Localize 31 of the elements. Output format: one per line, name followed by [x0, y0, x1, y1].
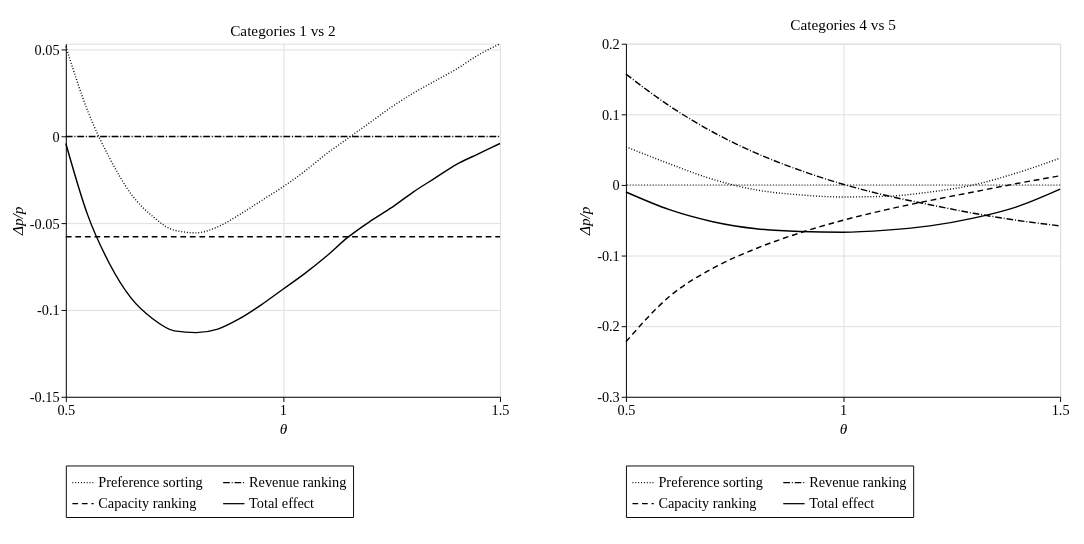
y-tick-label: -0.3 [597, 389, 620, 406]
y-tick-label: 0.1 [601, 106, 620, 123]
y-axis-title: Δp/p [9, 206, 27, 236]
x-axis-title: θ [839, 420, 848, 438]
y-tick-label: -0.15 [29, 389, 60, 406]
y-tick-label: -0.1 [37, 302, 60, 319]
x-tick-label: 1.5 [491, 402, 510, 419]
x-axis-title: θ [279, 420, 288, 438]
legend-label: Capacity ranking [98, 495, 197, 512]
chart-title: Categories 4 vs 5 [790, 16, 897, 34]
y-tick-label: -0.2 [597, 318, 620, 335]
x-tick-label: 1 [279, 402, 287, 419]
x-tick-label: 1.5 [1051, 402, 1070, 419]
legend-label: Preference sorting [658, 474, 763, 491]
y-tick-label: -0.05 [29, 215, 60, 232]
chart-title: Categories 1 vs 2 [230, 22, 336, 40]
x-tick-label: 1 [839, 402, 848, 419]
y-tick-label: 0.2 [601, 35, 620, 52]
x-tick-label: 0.5 [57, 402, 76, 419]
y-tick-label: 0.05 [34, 42, 60, 59]
y-tick-label: -0.1 [597, 247, 620, 264]
y-tick-label: 0 [52, 128, 60, 145]
y-tick-label: 0 [612, 177, 620, 194]
legend-label: Revenue ranking [809, 474, 907, 491]
legend-label: Total effect [249, 495, 315, 512]
legend-label: Capacity ranking [658, 495, 757, 512]
legend-label: Preference sorting [98, 474, 203, 491]
legend-label: Revenue ranking [249, 474, 347, 491]
y-axis-title: Δp/p [576, 206, 594, 236]
legend-label: Total effect [809, 495, 875, 512]
x-tick-label: 0.5 [617, 402, 636, 419]
